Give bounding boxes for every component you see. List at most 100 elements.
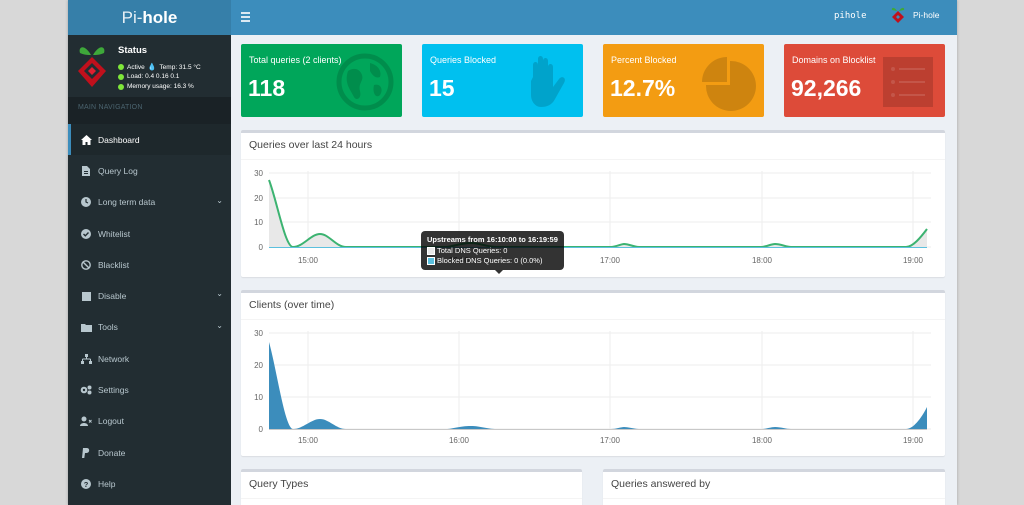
question-circle-icon: ? (80, 478, 92, 490)
sidebar-item-whitelist[interactable]: Whitelist (68, 218, 231, 249)
status-temp: Temp: 31.5 °C (159, 63, 201, 71)
chevron-down-icon: ⌄ (216, 195, 223, 205)
home-icon (80, 134, 92, 146)
svg-text:30: 30 (254, 169, 263, 178)
query-types-panel: Query Types (241, 469, 582, 505)
status-panel: Status Active 💧 Temp: 31.5 °C Load: 0.4 … (68, 35, 231, 97)
sidebar-item-network[interactable]: Network (68, 343, 231, 374)
stop-icon (80, 290, 92, 302)
svg-text:20: 20 (254, 194, 263, 203)
status-memory-line: Memory usage: 16.3 % (118, 83, 194, 90)
stat-label: Total queries (2 clients) (249, 55, 342, 65)
tooltip-total: Total DNS Queries: 0 (437, 246, 508, 255)
pihole-admin-window: Pi-hole Status Active 💧 Temp: 31.5 °C Lo… (68, 0, 957, 505)
sidebar-item-label: Network (98, 353, 130, 364)
clients-over-time-panel: Clients (over time) 30 20 10 0 15:00 16:00 17… (241, 290, 945, 456)
sidebar-item-label: Blacklist (98, 259, 130, 270)
memory-dot-icon (118, 83, 124, 90)
stat-value: 118 (248, 75, 286, 101)
svg-text:16:00: 16:00 (449, 436, 470, 445)
stat-value: 92,266 (791, 75, 862, 101)
sidebar-item-label: Donate (98, 447, 126, 458)
sidebar-item-label: Long term data (98, 197, 156, 208)
clients-over-time-chart[interactable]: 30 20 10 0 15:00 16:00 17:00 18:00 19:00 (241, 321, 945, 456)
panel-title: Queries answered by (603, 472, 945, 499)
sidebar-item-disable[interactable]: Disable ⌄ (68, 280, 231, 311)
stat-domains-on-blocklist: Domains on Blocklist 92,266 (784, 44, 945, 117)
status-memory: Memory usage: 16.3 % (127, 83, 194, 90)
clock-icon (80, 196, 92, 208)
raspberry-pi-logo (78, 47, 106, 87)
nav-header: MAIN NAVIGATION (68, 97, 231, 124)
sidebar-item-long-term-data[interactable]: Long term data ⌄ (68, 187, 231, 218)
stat-label: Domains on Blocklist (792, 55, 876, 65)
svg-text:18:00: 18:00 (752, 436, 773, 445)
app-logo[interactable]: Pi-hole (68, 0, 231, 35)
sidebar-item-label: Tools (98, 322, 118, 333)
stat-label: Queries Blocked (430, 55, 497, 65)
queries-answered-by-panel: Queries answered by (603, 469, 945, 505)
tooltip-title: Upstreams from 16:10:00 to 16:19:59 (427, 235, 558, 244)
svg-text:20: 20 (254, 361, 263, 370)
svg-text:?: ? (84, 480, 89, 489)
sidebar-item-label: Help (98, 478, 116, 489)
sidebar-item-logout[interactable]: Logout (68, 406, 231, 437)
sidebar-item-query-log[interactable]: Query Log (68, 155, 231, 186)
paypal-icon (80, 447, 92, 459)
blocked-queries-swatch (427, 257, 435, 265)
chart-tooltip: Upstreams from 16:10:00 to 16:19:59 Tota… (421, 231, 564, 274)
status-load-line: Load: 0.4 0.16 0.1 (118, 73, 179, 80)
sidebar-item-settings[interactable]: Settings (68, 374, 231, 405)
svg-text:15:00: 15:00 (298, 436, 319, 445)
queries-over-time-panel: Queries over last 24 hours 30 20 10 0 15:00… (241, 130, 945, 277)
ban-icon (80, 259, 92, 271)
sidebar-toggle-hamburger-icon[interactable] (241, 12, 250, 22)
svg-text:10: 10 (254, 218, 263, 227)
sidebar-item-donate[interactable]: Donate (68, 437, 231, 468)
active-dot-icon (118, 64, 124, 70)
status-title: Status (118, 45, 148, 56)
top-navbar: pihole Pi-hole (231, 0, 957, 35)
pihole-user-avatar-icon (891, 7, 905, 23)
status-load: Load: 0.4 0.16 0.1 (127, 73, 180, 80)
sidebar-item-label: Logout (98, 416, 124, 427)
svg-text:19:00: 19:00 (903, 436, 924, 445)
sidebar-item-tools[interactable]: Tools ⌄ (68, 312, 231, 343)
check-circle-icon (80, 228, 92, 240)
svg-text:17:00: 17:00 (600, 436, 621, 445)
file-icon (80, 165, 92, 177)
status-active-line: Active 💧 Temp: 31.5 °C (118, 63, 201, 71)
list-icon (883, 57, 933, 107)
panel-title: Queries over last 24 hours (241, 133, 945, 160)
sidebar-item-blacklist[interactable]: Blacklist (68, 249, 231, 280)
svg-text:0: 0 (259, 425, 264, 434)
globe-icon (336, 53, 394, 111)
stat-value: 12.7% (610, 75, 676, 101)
stat-total-queries: Total queries (2 clients) 118 (241, 44, 402, 117)
svg-text:19:00: 19:00 (903, 256, 924, 265)
chevron-down-icon: ⌄ (216, 289, 223, 299)
temperature-drop-icon: 💧 (147, 64, 157, 71)
svg-text:15:00: 15:00 (298, 256, 319, 265)
panel-title: Query Types (241, 472, 582, 499)
stat-percent-blocked: Percent Blocked 12.7% (603, 44, 764, 117)
svg-text:17:00: 17:00 (600, 256, 621, 265)
hostname-label: pihole (834, 11, 867, 21)
svg-text:18:00: 18:00 (752, 256, 773, 265)
sidebar: Pi-hole Status Active 💧 Temp: 31.5 °C Lo… (68, 0, 231, 505)
svg-text:30: 30 (254, 329, 263, 338)
svg-text:10: 10 (254, 393, 263, 402)
sidebar-item-help[interactable]: ? Help (68, 468, 231, 499)
stat-value: 15 (429, 75, 455, 101)
sidebar-item-label: Settings (98, 385, 129, 396)
user-menu[interactable]: Pi-hole (891, 6, 939, 24)
sidebar-item-label: Whitelist (98, 228, 131, 239)
chevron-down-icon: ⌄ (216, 320, 223, 330)
sidebar-item-label: Query Log (98, 165, 138, 176)
sidebar-item-dashboard[interactable]: Dashboard (68, 124, 231, 156)
hand-icon (531, 56, 565, 107)
svg-text:0: 0 (259, 243, 264, 252)
logo-text-light: Pi- (121, 8, 143, 27)
user-times-icon (80, 415, 92, 427)
